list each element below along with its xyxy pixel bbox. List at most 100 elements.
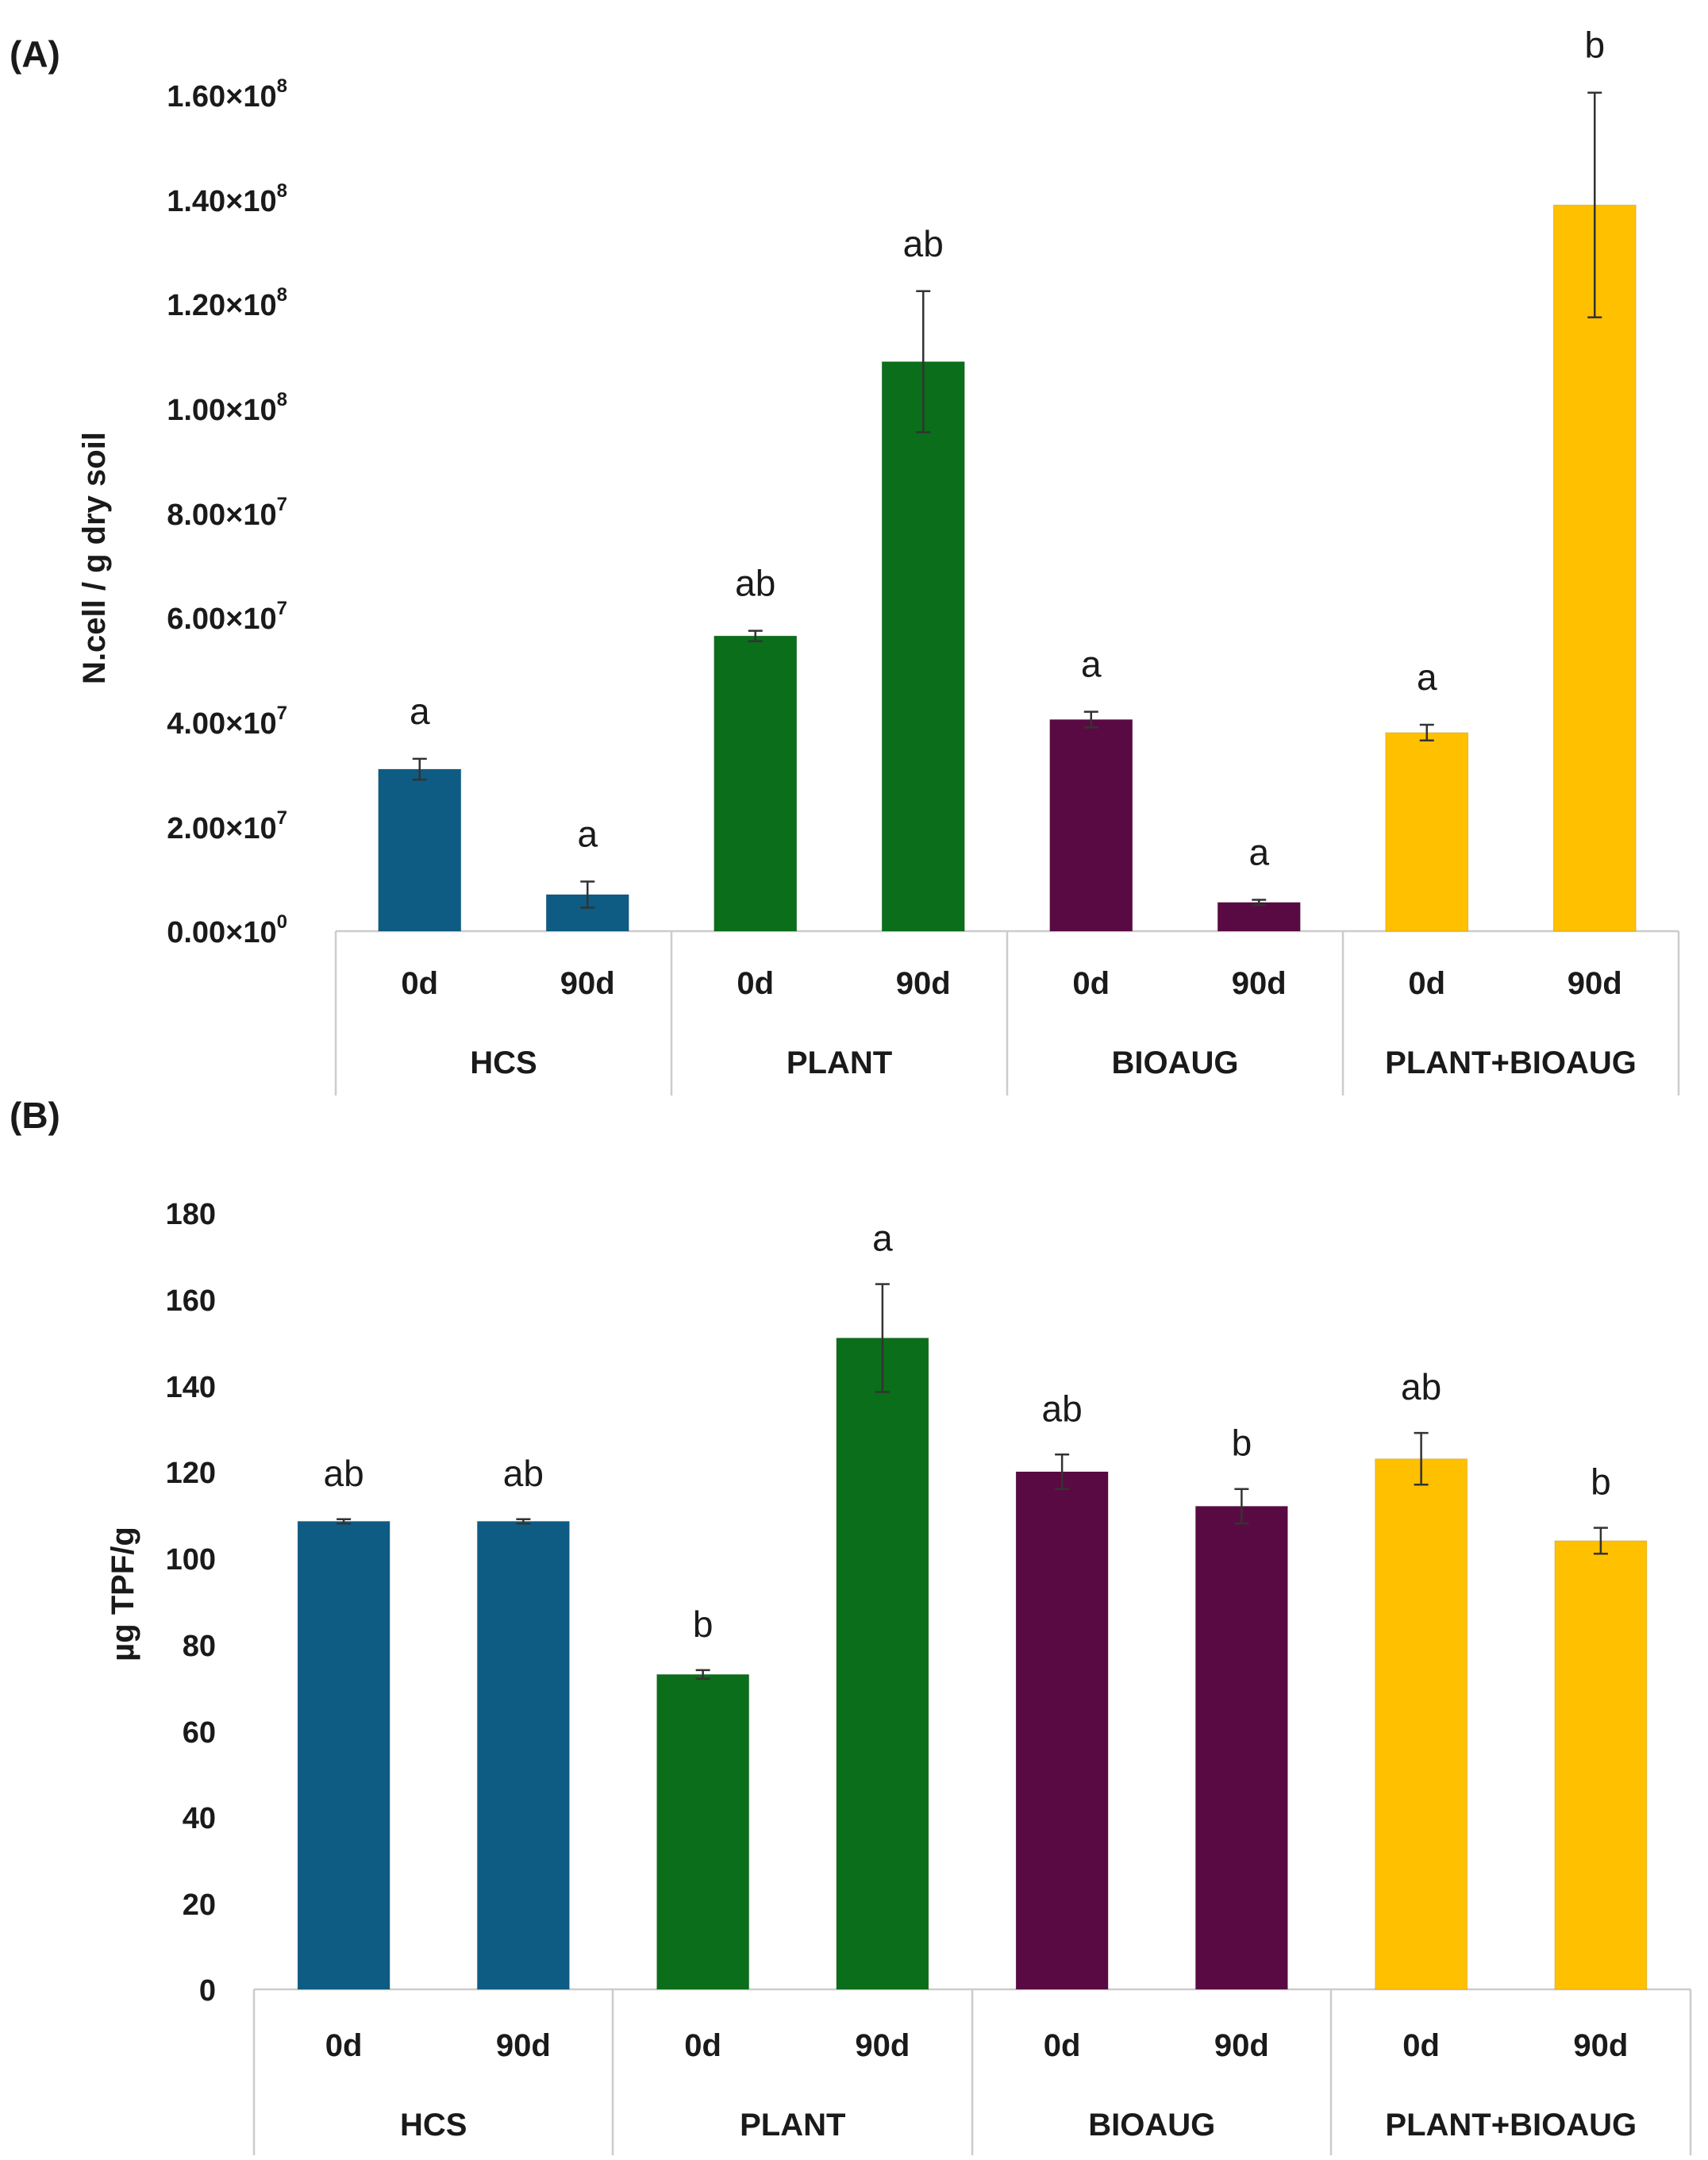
panel-b-group-label: HCS — [400, 2108, 467, 2143]
panel-b-sig-label: b — [1591, 1461, 1611, 1503]
panel-a-cat-label: 90d — [1568, 966, 1622, 1001]
panel-a-cat-label: 0d — [1408, 966, 1445, 1001]
panel-a-label: (A) — [10, 33, 60, 75]
panel-a-bar — [1385, 732, 1469, 932]
panel-b-ytick: 60 — [183, 1716, 216, 1750]
panel-b-bar — [1015, 1471, 1109, 1990]
panel-a-cat-label: 0d — [737, 966, 774, 1001]
panel-b-bar — [836, 1338, 929, 1990]
panel-b-sig-label: ab — [503, 1453, 544, 1494]
panel-b-group-labels: HCS PLANT BIOAUG PLANT+BIOAUG — [400, 2108, 1637, 2143]
panel-b-bar — [1554, 1540, 1648, 1990]
panel-a-y-ticks: 0.00×100 2.00×107 4.00×107 6.00×107 8.00… — [167, 75, 287, 949]
panel-a-error-bar — [748, 630, 763, 642]
panel-a-bar — [1552, 204, 1637, 932]
panel-b-cat-label: 0d — [684, 2028, 721, 2063]
panel-a-group-label: PLANT — [787, 1045, 892, 1080]
panel-a-group-label: HCS — [470, 1045, 537, 1080]
panel-b-ytick: 120 — [166, 1457, 216, 1490]
panel-a-cat-label: 90d — [896, 966, 951, 1001]
panel-b-group-label: PLANT+BIOAUG — [1385, 2108, 1637, 2143]
panel-a-bar — [1217, 902, 1301, 932]
panel-b-error-bars — [337, 1283, 1608, 1681]
panel-a-sig-label: a — [1417, 656, 1437, 698]
panel-a-significance-labels: a a ab ab a a a b — [410, 25, 1605, 873]
panel-b-error-bar — [875, 1283, 890, 1393]
panel-b-bars — [297, 1338, 1648, 1990]
panel-b-cat-label: 0d — [1402, 2028, 1440, 2063]
panel-a-bars — [378, 204, 1637, 932]
panel-b-error-bar — [1593, 1527, 1608, 1555]
panel-b-ytick: 180 — [166, 1198, 216, 1231]
panel-b-bar — [476, 1520, 570, 1990]
panel-b-error-bar — [1055, 1453, 1070, 1490]
panel-b-ytick: 100 — [166, 1543, 216, 1577]
panel-b-ytick: 40 — [183, 1802, 216, 1835]
panel-b-category-labels: 0d 90d 0d 90d 0d 90d 0d 90d — [325, 2028, 1629, 2063]
panel-a-ytick: 1.40×108 — [167, 180, 287, 218]
panel-a-ytick: 1.00×108 — [167, 389, 287, 427]
panel-a-bar — [714, 635, 798, 932]
panel-a-sig-label: a — [1248, 832, 1269, 873]
panel-b-group-label: BIOAUG — [1088, 2108, 1215, 2143]
panel-a-sig-label: a — [577, 813, 598, 854]
panel-b-y-ticks: 0 20 40 60 80 100 120 140 160 180 — [166, 1198, 216, 2008]
panel-a-error-bar — [1419, 723, 1434, 742]
panel-b-cat-label: 90d — [496, 2028, 551, 2063]
panel-a-cat-label: 90d — [560, 966, 615, 1001]
panel-b-ytick: 0 — [199, 1974, 216, 2008]
panel-b-cat-label: 90d — [1214, 2028, 1269, 2063]
panel-b-bar — [1194, 1505, 1288, 1990]
panel-b-error-bar — [516, 1518, 531, 1525]
panel-b-ytick: 140 — [166, 1371, 216, 1404]
panel-a-sig-label: a — [410, 691, 430, 732]
panel-a-category-labels: 0d 90d 0d 90d 0d 90d 0d 90d — [401, 966, 1621, 1001]
panel-b-group-label: PLANT — [740, 2108, 845, 2143]
panel-a-group-label: BIOAUG — [1112, 1045, 1239, 1080]
panel-a-sig-label: ab — [903, 223, 944, 264]
panel-b-error-bar — [337, 1518, 352, 1525]
panel-a-error-bar — [580, 880, 595, 909]
panel-a-cat-label: 90d — [1232, 966, 1287, 1001]
panel-b-error-bar — [1234, 1488, 1249, 1525]
panel-b-sig-label: ab — [324, 1453, 364, 1494]
panel-a-ytick: 0.00×100 — [167, 911, 287, 949]
panel-b-significance-labels: ab ab b a ab b ab b — [324, 1218, 1611, 1645]
panel-b-error-bar — [695, 1669, 710, 1681]
panel-a-error-bar — [412, 757, 427, 781]
panel-b: (B) µg TPF/g 0 20 40 60 80 100 120 140 1… — [10, 1095, 1692, 2155]
panel-b-label: (B) — [10, 1095, 60, 1136]
panel-b-error-bar — [1414, 1431, 1429, 1486]
panel-a-group-label: PLANT+BIOAUG — [1385, 1045, 1637, 1080]
panel-a: (A) N.cell / g dry soil 0.00×100 2.00×10… — [10, 25, 1680, 1095]
panel-a-sig-label: a — [1081, 644, 1102, 685]
panel-a-error-bar — [1587, 91, 1602, 318]
panel-b-ylabel: µg TPF/g — [106, 1527, 140, 1661]
panel-b-sig-label: ab — [1401, 1366, 1441, 1407]
panel-b-cat-label: 0d — [1044, 2028, 1081, 2063]
panel-a-error-bar — [1083, 710, 1098, 729]
panel-a-group-labels: HCS PLANT BIOAUG PLANT+BIOAUG — [470, 1045, 1637, 1080]
panel-a-ytick: 1.20×108 — [167, 284, 287, 322]
panel-a-ytick: 1.60×108 — [167, 75, 287, 114]
panel-a-cat-label: 0d — [401, 966, 438, 1001]
panel-a-ytick: 2.00×107 — [167, 807, 287, 845]
panel-b-ytick: 20 — [183, 1889, 216, 1922]
panel-b-cat-label: 90d — [1573, 2028, 1628, 2063]
panel-b-sig-label: b — [1232, 1423, 1252, 1464]
panel-a-bar — [881, 361, 965, 932]
panel-b-cat-label: 0d — [325, 2028, 363, 2063]
panel-b-bar — [656, 1673, 750, 1990]
panel-b-ytick: 80 — [183, 1630, 216, 1663]
panel-a-error-bar — [1252, 899, 1267, 907]
panel-a-error-bar — [916, 290, 931, 433]
panel-a-bar — [1049, 718, 1133, 932]
panel-a-error-bars — [412, 91, 1602, 909]
panel-b-ytick: 160 — [166, 1284, 216, 1318]
panel-b-bar — [297, 1520, 390, 1990]
panel-a-ytick: 8.00×107 — [167, 494, 287, 532]
panel-a-bar — [378, 768, 462, 932]
panel-a-sig-label: b — [1584, 25, 1605, 66]
panel-b-bar — [1375, 1458, 1468, 1990]
